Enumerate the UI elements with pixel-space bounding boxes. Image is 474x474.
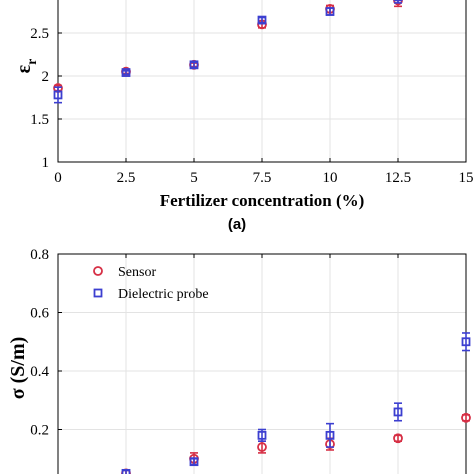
panel-b-legend: Sensor Dielectric probe [93,265,209,302]
panel-a-marks [53,0,403,104]
data-point-circle [461,412,471,423]
x-tick-label: 10 [323,170,338,186]
data-point-square [257,430,267,440]
panel-a-x-axis-label: Fertilizer concentration (%) [160,191,365,210]
panel-a-label: (a) [228,216,246,233]
y-tick-label: 0.8 [30,247,49,263]
y-tick-label: 0.6 [30,306,49,322]
y-tick-label: 0.2 [30,423,49,439]
x-tick-label: 0 [54,170,62,186]
x-tick-label: 15 [459,170,474,186]
panel-a-y-axis-label: εr [13,59,40,74]
y-tick-label: 1.5 [30,112,49,128]
legend-marker-circle [93,266,103,276]
y-tick-label: 0.4 [30,364,49,380]
legend-label: Sensor [118,265,156,280]
data-point-square [325,430,335,440]
x-tick-label: 7.5 [253,170,272,186]
data-point-square [393,407,403,417]
data-point-circle [257,442,267,452]
data-point-square [257,15,267,25]
legend-marker-square [93,288,103,298]
x-tick-label: 5 [190,170,198,186]
data-point-square [53,90,63,100]
data-point-square [189,457,199,467]
y-tick-label: 2.5 [30,26,49,42]
data-point-square [121,68,131,77]
data-point-square [189,60,199,70]
panel-b-ticks: 00.20.40.60.8 [30,247,467,439]
data-point-circle [393,433,403,444]
y-tick-label: 2 [42,69,50,85]
data-point-square [461,337,471,347]
panel-a-grid [57,0,467,163]
y-tick-label: 1 [42,155,50,171]
x-tick-label: 12.5 [385,170,411,186]
panel-b-marks [121,332,471,474]
panel-b-y-axis-label: σ (S/m) [7,337,29,400]
legend-label: Dielectric probe [118,287,209,302]
data-point-square [325,7,335,16]
data-point-square [121,468,131,474]
x-tick-label: 2.5 [117,170,136,186]
